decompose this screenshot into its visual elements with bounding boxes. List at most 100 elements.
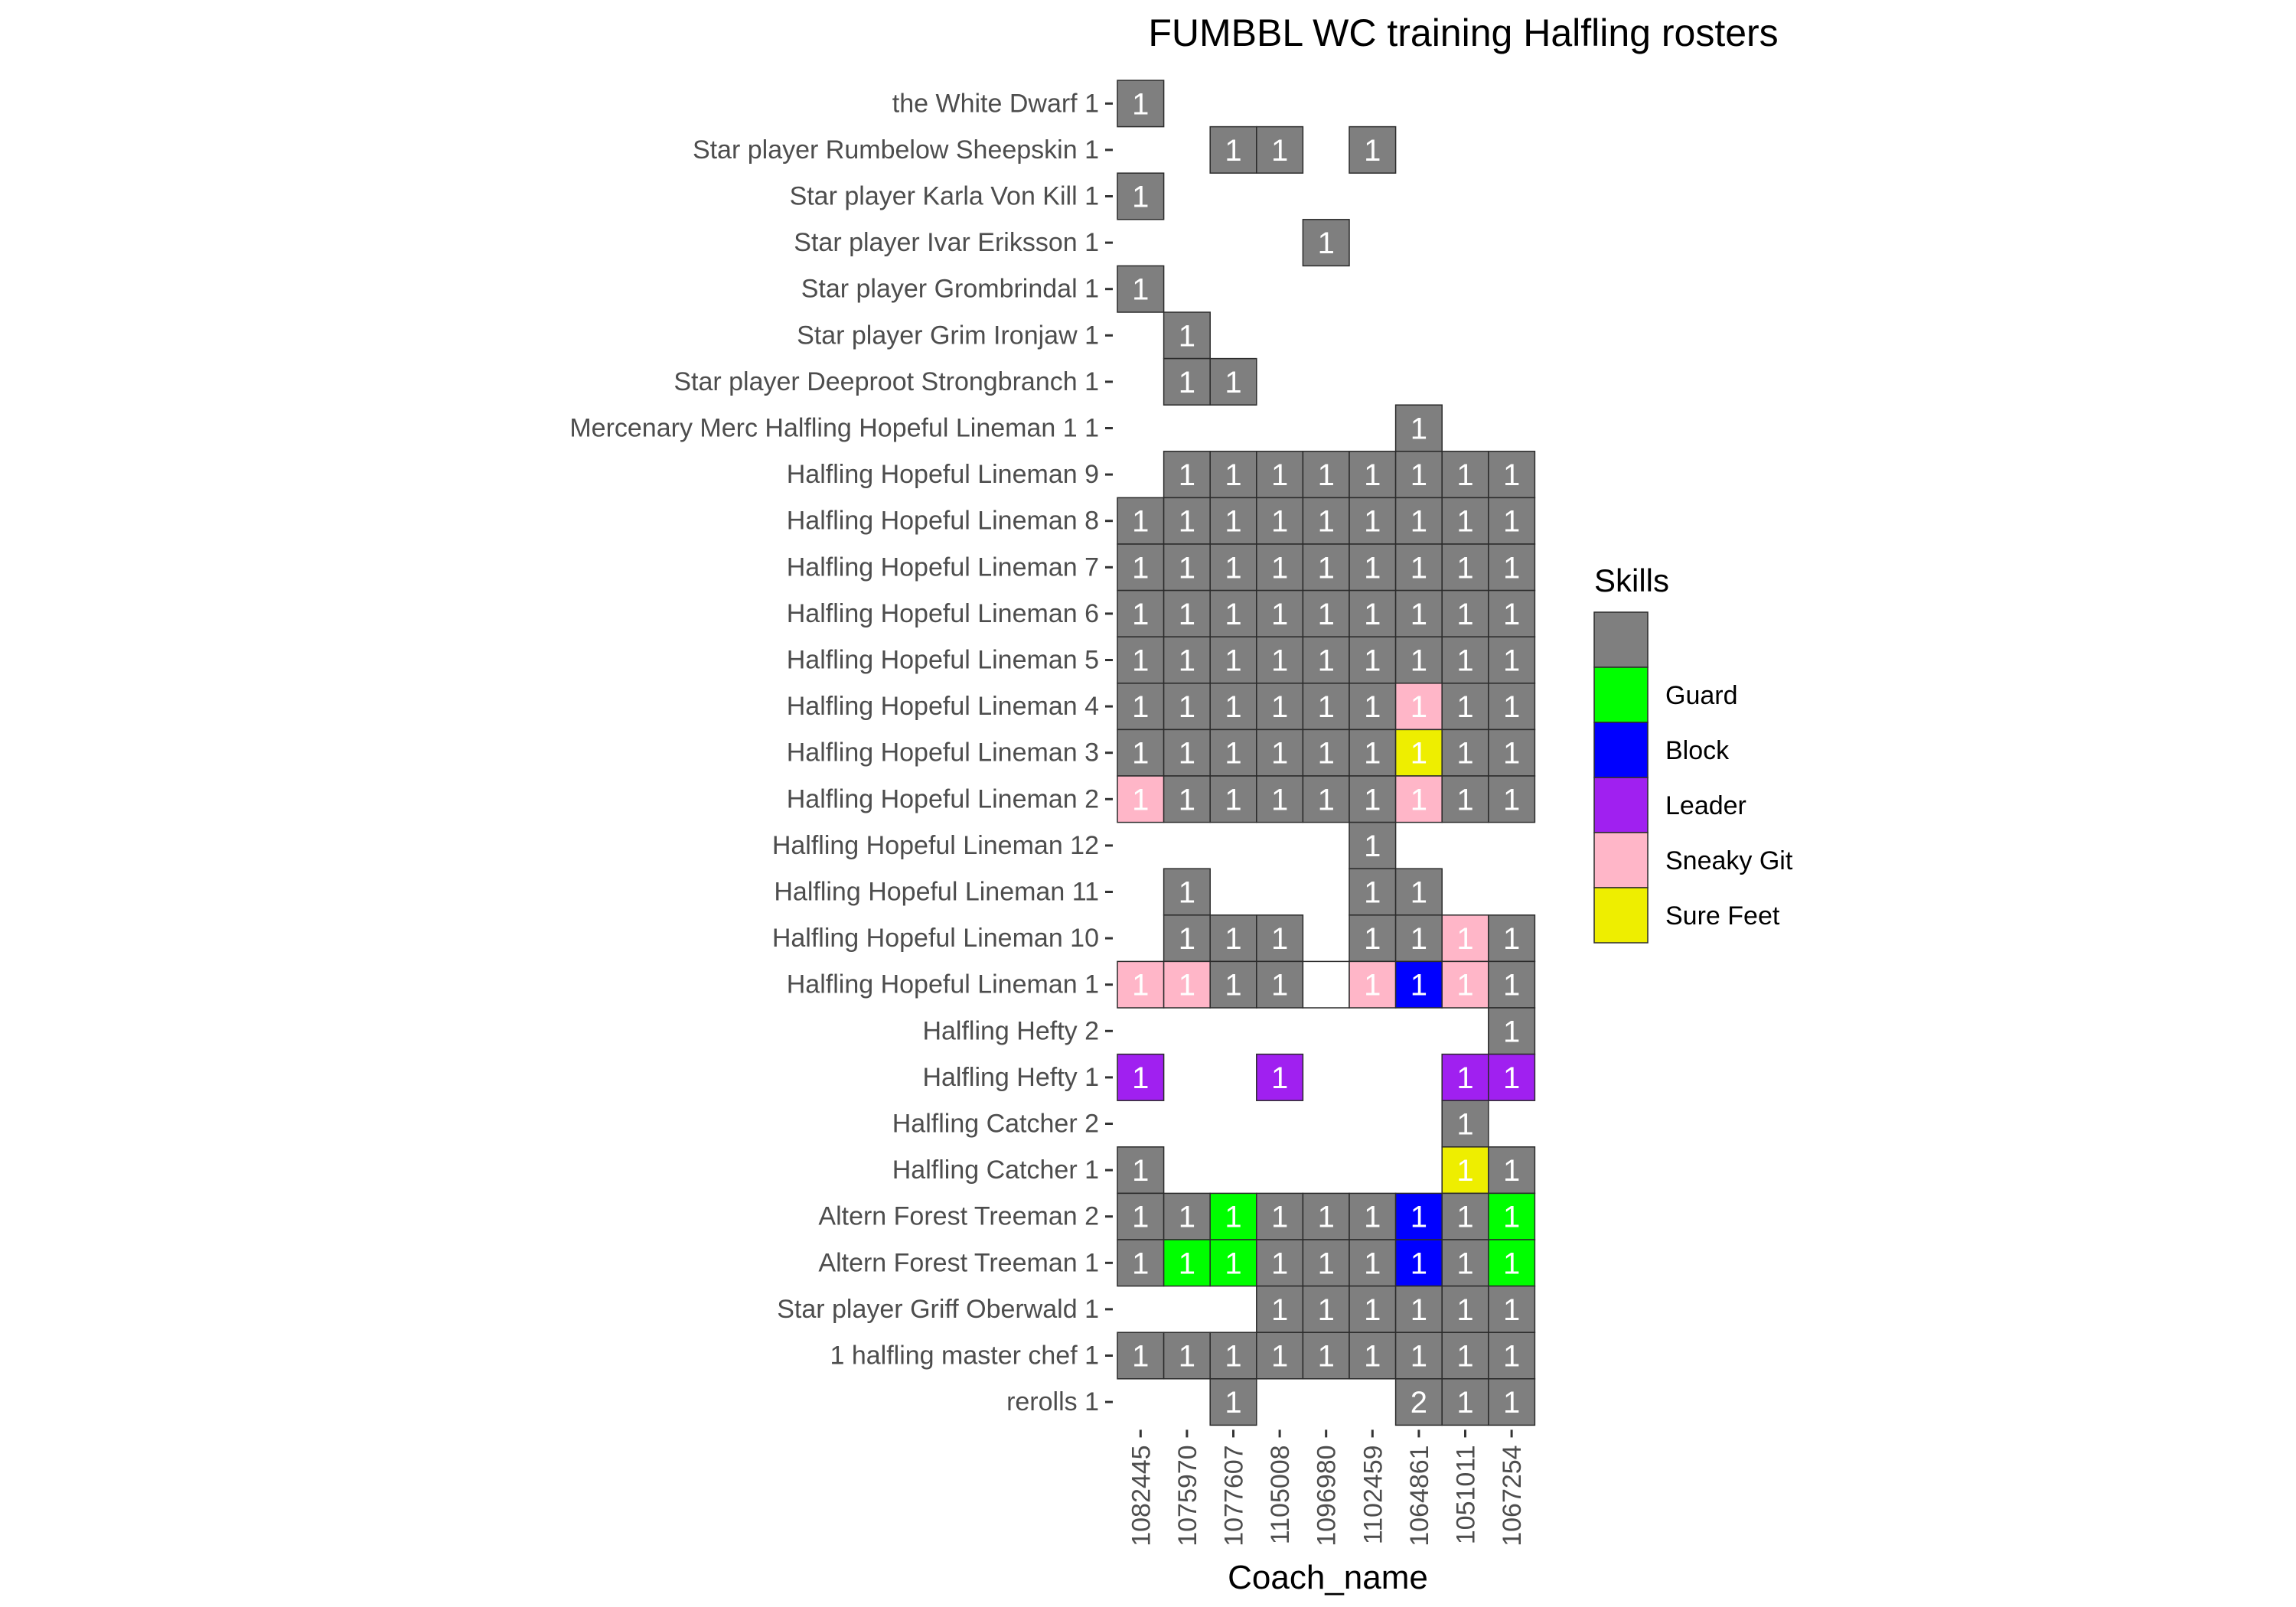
cell-value: 1 [1318, 1340, 1335, 1374]
cell-value: 1 [1271, 644, 1288, 678]
cell-value: 1 [1179, 319, 1195, 353]
heatmap-cell [1302, 589, 1350, 637]
cell-value: 1 [1271, 1201, 1288, 1234]
cell-value: 1 [1225, 690, 1241, 724]
cell-value: 1 [1271, 1247, 1288, 1280]
cell-value: 1 [1179, 1247, 1195, 1280]
cell-value: 1 [1318, 1201, 1335, 1234]
y-tick-label: Halfling Hopeful Lineman 3 [787, 738, 1099, 768]
y-tick-label: Star player Grim Ironjaw 1 [797, 321, 1099, 350]
cell-value: 1 [1271, 737, 1288, 771]
y-tick-label: Star player Deeproot Strongbranch 1 [673, 367, 1099, 396]
cell-value: 2 [1411, 1386, 1427, 1420]
cell-value: 1 [1318, 1293, 1335, 1327]
heatmap-cell [1488, 1378, 1536, 1426]
cell-value: 1 [1179, 366, 1195, 399]
cell-value: 1 [1411, 458, 1427, 492]
cell-value: 1 [1411, 1201, 1427, 1234]
heatmap-cell [1488, 636, 1536, 684]
cell-value: 1 [1364, 598, 1381, 631]
cell-value: 1 [1225, 458, 1241, 492]
heatmap-cell [1256, 914, 1304, 963]
heatmap-cell [1488, 589, 1536, 637]
cell-value: 1 [1179, 690, 1195, 724]
cell-value: 1 [1132, 1061, 1149, 1095]
x-tick-label: 1067254 [1498, 1445, 1527, 1546]
y-tick-label: Halfling Hefty 2 [922, 1016, 1099, 1045]
heatmap-cell [1163, 497, 1211, 545]
cell-value: 1 [1456, 644, 1473, 678]
cell-value: 1 [1132, 551, 1149, 585]
cell-value: 1 [1456, 1293, 1473, 1327]
cell-value: 1 [1179, 598, 1195, 631]
heatmap-cell [1163, 729, 1211, 777]
cell-value: 1 [1225, 1201, 1241, 1234]
cell-value: 1 [1456, 505, 1473, 539]
heatmap-cell [1302, 683, 1350, 731]
cell-value: 1 [1503, 1015, 1520, 1048]
cell-value: 1 [1503, 551, 1520, 585]
heatmap-cell [1441, 543, 1489, 592]
y-tick-label: Star player Ivar Eriksson 1 [794, 228, 1099, 257]
y-tick-label: Halfling Hopeful Lineman 10 [772, 924, 1099, 953]
heatmap-cell [1394, 1285, 1443, 1333]
cell-value: 1 [1271, 134, 1288, 168]
heatmap-cell [1349, 821, 1397, 869]
heatmap-cell [1117, 1332, 1165, 1380]
y-tick-label: Mercenary Merc Halfling Hopeful Lineman … [569, 414, 1099, 443]
heatmap-cell [1349, 868, 1397, 916]
cell-value: 1 [1271, 1061, 1288, 1095]
heatmap-cell [1117, 1053, 1165, 1101]
cell-value: 1 [1179, 505, 1195, 539]
cell-value: 1 [1318, 505, 1335, 539]
heatmap-cell [1488, 1192, 1536, 1240]
heatmap-cell [1488, 683, 1536, 731]
legend-label: Sure Feet [1665, 901, 1780, 931]
heatmap-cell [1488, 1239, 1536, 1287]
heatmap-cell [1117, 960, 1165, 1009]
y-tick-label: Halfling Hopeful Lineman 6 [787, 599, 1099, 628]
cell-value: 1 [1225, 1247, 1241, 1280]
x-tick-label: 1102459 [1358, 1445, 1388, 1544]
cell-value: 1 [1271, 1293, 1288, 1327]
cell-value: 1 [1271, 598, 1288, 631]
cell-value: 1 [1364, 458, 1381, 492]
heatmap-cell [1302, 636, 1350, 684]
cell-value: 1 [1318, 458, 1335, 492]
cell-value: 1 [1179, 1201, 1195, 1234]
y-tick-label: Star player Karla Von Kill 1 [790, 182, 1099, 211]
heatmap-cell [1394, 404, 1443, 452]
heatmap-cell [1117, 172, 1165, 220]
heatmap-cell [1349, 451, 1397, 499]
heatmap-cell [1163, 1239, 1211, 1287]
cell-value: 1 [1364, 969, 1381, 1002]
cell-value: 1 [1179, 551, 1195, 585]
heatmap-cell [1256, 775, 1304, 823]
cell-value: 1 [1364, 644, 1381, 678]
heatmap-cell [1441, 775, 1489, 823]
heatmap-cell [1394, 1239, 1443, 1287]
y-tick-label: Halfling Hopeful Lineman 1 [787, 970, 1099, 999]
cell-value: 1 [1364, 1293, 1381, 1327]
heatmap-cell [1256, 960, 1304, 1009]
cell-value: 1 [1179, 737, 1195, 771]
cell-value: 1 [1411, 922, 1427, 956]
cell-value: 1 [1179, 644, 1195, 678]
cell-value: 1 [1225, 1386, 1241, 1420]
cell-value: 1 [1456, 1108, 1473, 1142]
heatmap-cell [1302, 1285, 1350, 1333]
heatmap-cell [1488, 497, 1536, 545]
legend-swatch [1593, 777, 1649, 833]
heatmap-cell [1256, 683, 1304, 731]
heatmap-cell [1488, 1007, 1536, 1055]
cell-value: 1 [1225, 737, 1241, 771]
cell-value: 1 [1503, 598, 1520, 631]
heatmap-cell [1394, 683, 1443, 731]
y-tick-label: the White Dwarf 1 [892, 89, 1099, 118]
heatmap-cell [1209, 1239, 1257, 1287]
cell-value: 1 [1456, 458, 1473, 492]
cell-value: 1 [1503, 1386, 1520, 1420]
cell-value: 1 [1456, 690, 1473, 724]
cell-value: 1 [1179, 458, 1195, 492]
